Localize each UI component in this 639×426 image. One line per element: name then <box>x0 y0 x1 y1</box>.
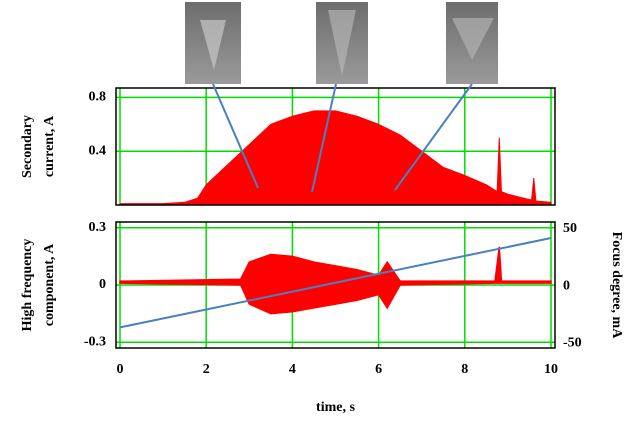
area <box>119 110 552 206</box>
y2-axis-label: Focus degree, mA <box>609 232 624 340</box>
thumbnails <box>185 2 498 84</box>
x-tick-label: 2 <box>203 362 210 377</box>
y-axis-label: High frequency <box>20 239 35 332</box>
x-tick-label: 0 <box>117 362 124 377</box>
image-shape <box>328 10 356 76</box>
y-axis-label: component, A <box>42 243 57 326</box>
y-tick-label: 0.8 <box>89 90 107 105</box>
y-tick-label: 0.3 <box>89 220 107 235</box>
x-tick-label: 6 <box>375 362 382 377</box>
y-tick-label: 0 <box>99 277 106 292</box>
pointer-line <box>394 83 473 191</box>
band <box>119 246 552 315</box>
image-shape <box>200 20 226 70</box>
y-axis-label: Secondary <box>20 115 35 178</box>
y-tick-label: 0.4 <box>89 143 107 158</box>
x-axis-label: time, s <box>316 400 355 415</box>
y2-tick-label: -50 <box>563 336 582 351</box>
plot-frame <box>115 221 556 349</box>
y-tick-label: -0.3 <box>84 334 106 349</box>
panel: 0 2 4 6 8 10 -0.3 0 0.3 -50 0 50 High frequency compo… <box>20 220 624 415</box>
y2-tick-label: 50 <box>563 221 577 236</box>
image-shape <box>452 18 494 60</box>
panel: 0.4 0.8 Secondary current, A <box>20 87 556 206</box>
pointer-line <box>212 83 259 189</box>
y2-tick-label: 0 <box>563 278 570 293</box>
x-tick-label: 8 <box>461 362 468 377</box>
line <box>119 237 552 329</box>
y-axis-label: current, A <box>42 115 57 177</box>
x-tick-label: 4 <box>289 362 296 377</box>
pointer-lines <box>212 83 473 193</box>
x-tick-label: 10 <box>544 362 558 377</box>
pointer-line <box>311 83 337 193</box>
